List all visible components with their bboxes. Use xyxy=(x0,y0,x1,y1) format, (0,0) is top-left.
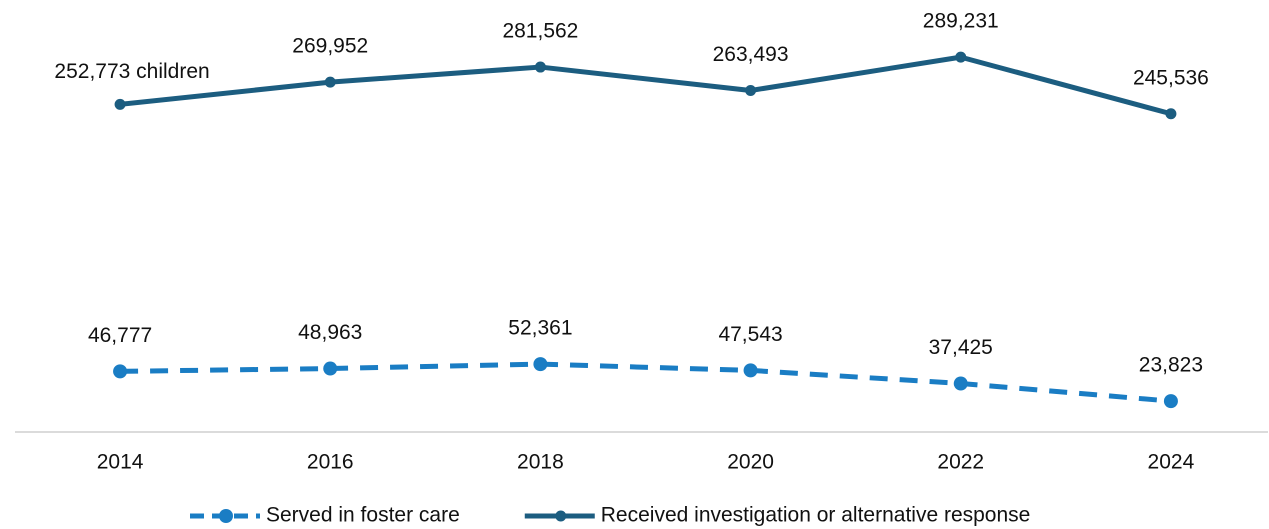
data-label: 23,823 xyxy=(1139,354,1203,377)
x-tick-label: 2014 xyxy=(97,451,144,474)
x-tick-label: 2020 xyxy=(727,451,774,474)
marker xyxy=(113,364,128,379)
data-label: 47,543 xyxy=(718,323,782,346)
legend-label: Received investigation or alternative re… xyxy=(601,504,1031,527)
data-label: 48,963 xyxy=(298,321,362,344)
legend-marker xyxy=(219,509,233,523)
marker xyxy=(533,357,548,372)
data-label: 245,536 xyxy=(1133,66,1209,89)
marker xyxy=(534,61,546,73)
series-line xyxy=(119,54,1172,117)
series-line xyxy=(120,361,1172,404)
data-label: 281,562 xyxy=(502,20,578,43)
x-tick-label: 2024 xyxy=(1148,451,1195,474)
x-tick-label: 2022 xyxy=(937,451,984,474)
marker xyxy=(324,76,336,88)
data-label: 252,773 children xyxy=(54,60,209,83)
data-label: 263,493 xyxy=(713,43,789,66)
data-label: 52,361 xyxy=(508,317,572,340)
marker xyxy=(953,376,968,391)
x-tick-label: 2018 xyxy=(517,451,564,474)
legend-label: Served in foster care xyxy=(266,504,460,527)
data-label: 269,952 xyxy=(292,35,368,58)
marker xyxy=(955,51,967,63)
data-label: 37,425 xyxy=(929,336,993,359)
data-label: 289,231 xyxy=(923,10,999,33)
legend-marker xyxy=(555,510,567,522)
data-label: 46,777 xyxy=(88,324,152,347)
marker xyxy=(745,84,757,96)
x-tick-label: 2016 xyxy=(307,451,354,474)
marker xyxy=(743,363,758,378)
marker xyxy=(323,361,338,376)
marker xyxy=(1165,108,1177,120)
marker xyxy=(114,98,126,110)
marker xyxy=(1163,394,1178,409)
